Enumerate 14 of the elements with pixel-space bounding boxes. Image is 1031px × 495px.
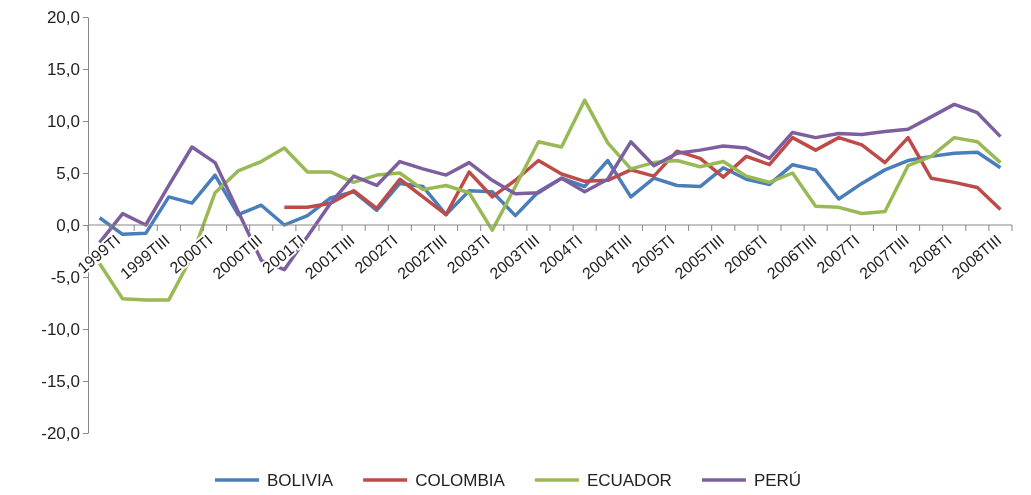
legend-label: COLOMBIA xyxy=(415,471,506,490)
y-tick-label: -20,0 xyxy=(41,423,80,443)
y-tick-label: -5,0 xyxy=(50,267,80,287)
y-tick-label: 15,0 xyxy=(46,59,80,79)
y-tick-label: -10,0 xyxy=(41,319,80,339)
legend-label: ECUADOR xyxy=(586,471,672,490)
legend-label: PERÚ xyxy=(753,471,802,490)
y-tick-label: 5,0 xyxy=(56,163,80,183)
y-tick-label: -15,0 xyxy=(41,371,80,391)
line-series xyxy=(282,135,1003,217)
y-tick-label: 20,0 xyxy=(46,7,80,27)
y-tick-label: 10,0 xyxy=(46,111,80,131)
legend-label: BOLIVIA xyxy=(267,471,334,490)
y-tick-label: 0,0 xyxy=(56,215,80,235)
